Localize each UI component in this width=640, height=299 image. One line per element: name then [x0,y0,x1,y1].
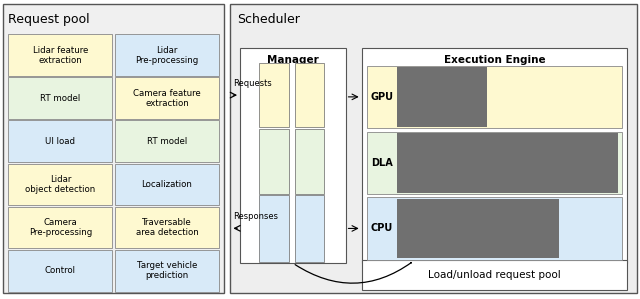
Bar [8,250,113,292]
Text: Target vehicle
prediction: Target vehicle prediction [137,261,197,280]
Text: DLA: DLA [371,158,393,168]
FancyArrowPatch shape [295,263,412,283]
Bar [115,34,219,76]
Bar [115,120,219,162]
Text: Lidar
Pre-processing: Lidar Pre-processing [135,46,198,65]
Text: Scheduler: Scheduler [237,13,300,26]
Bar [8,120,113,162]
Bar [397,199,559,258]
Bar [367,66,622,128]
Bar [230,4,637,293]
Bar [8,77,113,119]
Bar [115,77,219,119]
Text: Manager: Manager [267,55,319,65]
Bar [8,34,113,76]
Text: Camera feature
extraction: Camera feature extraction [133,89,201,108]
Bar [362,48,627,263]
Bar [367,132,622,194]
Text: UI load: UI load [45,137,76,146]
Text: Traversable
area detection: Traversable area detection [136,218,198,237]
Text: Camera
Pre-processing: Camera Pre-processing [29,218,92,237]
Bar [115,207,219,248]
Text: Execution Engine: Execution Engine [444,55,545,65]
Text: Localization: Localization [141,180,192,189]
Bar [259,195,289,262]
Text: Request pool: Request pool [8,13,90,26]
Bar [8,207,113,248]
Bar [259,129,289,193]
Text: RT model: RT model [40,94,81,103]
Text: RT model: RT model [147,137,187,146]
Text: Control: Control [45,266,76,275]
Bar [295,129,324,193]
Bar [259,63,289,127]
Text: GPU: GPU [371,92,394,102]
Bar [295,63,324,127]
Bar [362,260,627,290]
Bar [115,164,219,205]
Text: Responses: Responses [234,212,278,221]
Bar [8,164,113,205]
Text: Load/unload request pool: Load/unload request pool [428,270,561,280]
Bar [367,197,622,260]
Bar [3,4,224,293]
Text: CPU: CPU [371,223,393,234]
Text: Lidar feature
extraction: Lidar feature extraction [33,46,88,65]
Bar [115,250,219,292]
Bar [240,48,346,263]
Bar [295,195,324,262]
Bar [397,67,487,127]
Text: Lidar
object detection: Lidar object detection [25,175,95,194]
Text: Requests: Requests [234,79,273,88]
Bar [397,133,618,193]
